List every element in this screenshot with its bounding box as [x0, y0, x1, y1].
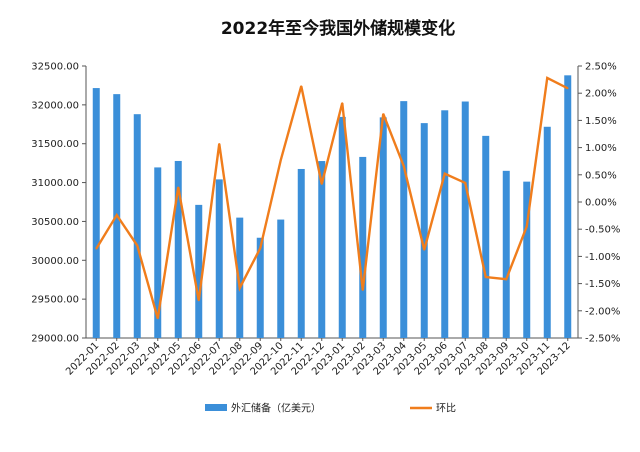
line-point [115, 214, 118, 216]
bar [256, 237, 264, 338]
line-point [197, 299, 200, 302]
line-point [177, 186, 180, 189]
right-tick-label: 1.00% [585, 143, 617, 154]
bar [523, 181, 531, 338]
bar [195, 204, 203, 338]
bar [215, 179, 223, 338]
line-point [443, 172, 446, 175]
left-tick-label: 30500.00 [31, 217, 79, 228]
line-point [525, 225, 528, 228]
line-point [484, 276, 487, 278]
line-point [136, 244, 139, 247]
bar [133, 114, 141, 338]
left-tick-label: 31500.00 [31, 139, 79, 150]
line-point [279, 159, 282, 161]
left-tick-label: 32500.00 [31, 62, 79, 73]
legend-swatch-bar [205, 404, 227, 411]
right-tick-label: 2.00% [585, 89, 617, 100]
bar [297, 168, 305, 338]
left-tick-label: 32000.00 [31, 100, 79, 111]
bar [277, 219, 285, 338]
bar [461, 101, 469, 338]
line-point [300, 85, 303, 87]
line-point [341, 102, 344, 104]
bar [543, 126, 551, 338]
bar [502, 170, 510, 338]
left-tick-label: 31000.00 [31, 178, 79, 189]
right-tick-label: -1.00% [585, 252, 620, 263]
right-tick-label: 2.50% [585, 62, 617, 73]
line-point [505, 278, 508, 281]
bar [338, 116, 346, 338]
bar [236, 217, 244, 338]
bar [379, 117, 387, 338]
series-line [95, 76, 569, 319]
line-point [566, 87, 569, 90]
line-group [95, 76, 569, 320]
legend: 外汇储备（亿美元） 环比 [205, 402, 456, 415]
bar [174, 160, 182, 338]
bar [154, 167, 162, 338]
bars-group [92, 75, 572, 339]
line-point [402, 165, 405, 167]
legend-label-line: 环比 [436, 403, 456, 415]
right-tick-label: -2.50% [585, 334, 620, 345]
line-point [259, 247, 262, 250]
line-point [464, 182, 467, 184]
line-point [320, 183, 323, 185]
bar [318, 161, 326, 338]
bar [359, 156, 367, 338]
left-tick-label: 29000.00 [31, 334, 79, 345]
line-point [546, 77, 549, 79]
chart-title: 2022年至今我国外储规模变化 [221, 18, 455, 39]
bar [92, 88, 100, 338]
right-tick-label: 0.50% [585, 170, 617, 181]
line-point [238, 287, 241, 289]
line-point [382, 113, 385, 115]
bar [441, 110, 449, 338]
right-tick-label: -0.50% [585, 225, 620, 236]
line-point [156, 317, 159, 320]
line-point [218, 142, 221, 145]
bar [400, 101, 408, 338]
line-point [423, 249, 426, 251]
line-point [361, 289, 364, 291]
right-tick-label: -2.00% [585, 306, 620, 317]
left-tick-label: 29500.00 [31, 295, 79, 306]
bar [482, 135, 490, 338]
bar [420, 123, 428, 339]
bar [564, 75, 572, 338]
legend-label-bar: 外汇储备（亿美元） [231, 402, 321, 415]
line-point [95, 247, 98, 250]
right-tick-label: 0.00% [585, 198, 617, 209]
left-tick-label: 30000.00 [31, 256, 79, 267]
right-tick-label: -1.50% [585, 279, 620, 290]
right-tick-label: 1.50% [585, 116, 617, 127]
